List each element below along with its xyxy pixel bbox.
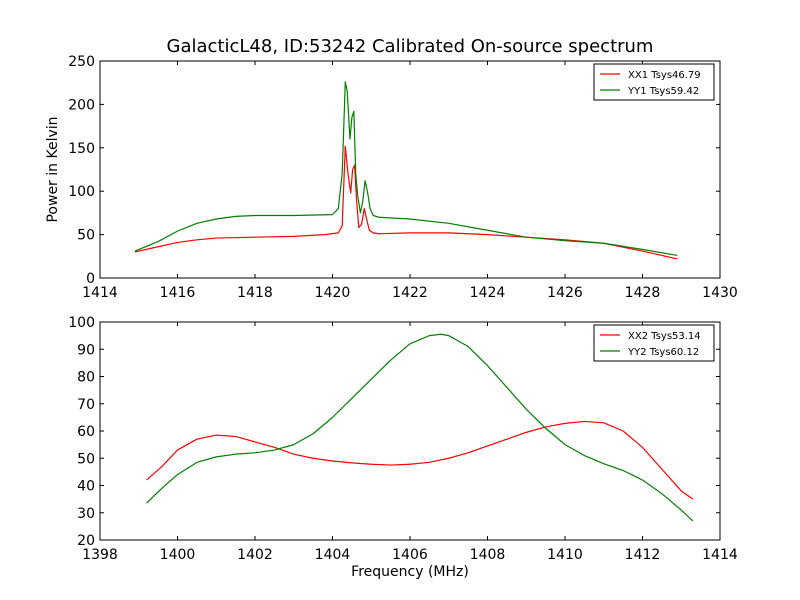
chart-panel-1: 1414 1416 1418 1420 1422 1424 1426 1428 1430 0 50 1… [45,54,738,301]
y-tick-label: 250 [68,54,95,70]
x-tick-label: 1406 [392,547,428,563]
x-tick-label: 1414 [702,547,738,563]
legend-entry: YY2 Tsys60.12 [627,347,699,358]
y-tick-label: 60 [77,424,95,440]
y-tick-label: 150 [68,141,95,157]
legend: XX1 Tsys46.79 YY1 Tsys59.42 [593,63,715,101]
y-axis-label: Power in Kelvin [45,116,61,222]
x-tick-label: 1414 [82,285,118,301]
y-tick-label: 90 [77,342,95,358]
x-tick-label: 1430 [702,285,738,301]
legend-box [593,324,715,362]
chart-panels: 1414 1416 1418 1420 1422 1424 1426 1428 14300501… [45,54,738,580]
x-tick-label: 1424 [470,285,506,301]
x-tick-label: 1404 [315,547,351,563]
x-axis-label: Frequency (MHz) [351,564,469,580]
legend-entry: XX2 Tsys53.14 [628,331,701,342]
y-tick-label: 40 [77,479,95,495]
series-line-2 [134,81,678,257]
y-tick-label: 100 [68,184,95,200]
figure-title: GalacticL48, ID:53242 Calibrated On-sour… [167,36,654,57]
x-tick-label: 1428 [625,285,661,301]
x-tick-label: 1408 [470,547,506,563]
y-tick-label: 50 [77,451,95,467]
legend-box [593,63,715,101]
x-tick-label: 1398 [82,547,118,563]
legend: XX2 Tsys53.14 YY2 Tsys60.12 [593,324,715,362]
chart-panel-2: 1398 1400 1402 1404 1406 1408 1410 1412 1414 20 30… [68,315,738,580]
series-lines [134,81,678,260]
y-tick-label: 20 [77,533,95,549]
legend-entry: YY1 Tsys59.42 [627,86,699,97]
y-tick-label: 70 [77,397,95,413]
x-tick-label: 1418 [237,285,273,301]
y-tick-label: 30 [77,506,95,522]
y-tick-label: 200 [68,97,95,113]
x-tick-label: 1410 [547,547,583,563]
x-tick-label: 1400 [160,547,196,563]
y-tick-label: 100 [68,315,95,331]
y-tick-label: 50 [77,228,95,244]
x-tick-label: 1422 [392,285,428,301]
series-line-2 [146,333,694,522]
x-tick-label: 1402 [237,547,273,563]
y-tick-label: 80 [77,370,95,386]
x-tick-label: 1420 [315,285,351,301]
series-line-1 [146,420,694,500]
x-tick-label: 1426 [547,285,583,301]
series-line-1 [134,145,678,260]
series-lines [146,333,694,522]
y-tick-label: 0 [86,271,95,287]
legend-entry: XX1 Tsys46.79 [628,70,701,81]
x-tick-label: 1412 [625,547,661,563]
x-tick-label: 1416 [160,285,196,301]
